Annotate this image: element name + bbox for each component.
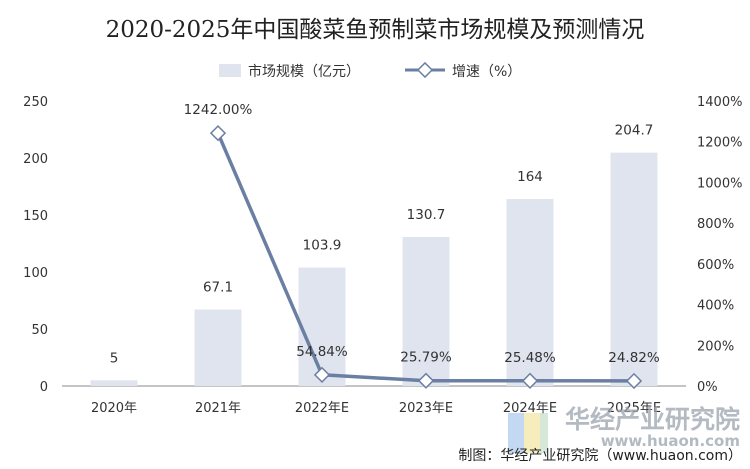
legend-line-marker — [416, 61, 434, 79]
growth-marker — [521, 372, 539, 389]
growth-value-label: 24.82% — [608, 350, 660, 366]
y-left-tick-label: 200 — [23, 152, 48, 167]
bar — [610, 152, 658, 386]
y-right-tick-label: 1000% — [697, 176, 742, 191]
bar-series — [90, 152, 658, 386]
growth-labels: 1242.00% 54.84% 25.79% 25.48% 24.82% — [184, 102, 660, 366]
y-left-tick-label: 0 — [40, 380, 48, 395]
y-axis-right: 0% 200% 400% 600% 800% 1000% 1200% 1400% — [697, 95, 742, 395]
x-tick-label: 2024年E — [503, 401, 557, 416]
growth-value-label: 54.84% — [296, 344, 348, 360]
growth-marker — [209, 125, 227, 142]
watermark-url: www.huaon.com — [601, 432, 740, 450]
x-tick-label: 2020年 — [91, 401, 137, 416]
bar-value-label: 103.9 — [303, 238, 342, 254]
watermark-logo — [508, 413, 548, 453]
y-left-tick-label: 50 — [31, 323, 48, 338]
bar-value-label: 5 — [110, 350, 119, 366]
bar-value-label: 164 — [517, 169, 543, 185]
growth-value-label: 1242.00% — [184, 102, 253, 118]
legend-bar-swatch — [219, 64, 241, 77]
y-left-tick-label: 250 — [23, 95, 48, 110]
growth-marker — [625, 372, 643, 390]
growth-marker — [313, 366, 331, 383]
y-right-tick-label: 0% — [697, 380, 718, 395]
bar — [298, 267, 346, 386]
x-axis: 2020年 2021年 2022年E 2023年E 2024年E 2025年E — [91, 401, 661, 416]
legend-bar-label: 市场规模（亿元） — [248, 63, 360, 80]
legend: 市场规模（亿元） 增速（%） — [219, 61, 521, 80]
bar — [90, 380, 138, 386]
y-right-tick-label: 200% — [697, 339, 734, 354]
bar — [194, 309, 242, 386]
bar-labels: 5 67.1 103.9 130.7 164 204.7 — [110, 123, 654, 367]
y-right-tick-label: 400% — [697, 299, 734, 314]
y-left-tick-label: 100 — [23, 266, 48, 281]
bar — [402, 237, 450, 386]
growth-markers — [209, 125, 643, 390]
growth-marker — [417, 372, 435, 389]
bar-value-label: 204.7 — [615, 123, 654, 139]
x-tick-label: 2025年E — [607, 401, 661, 416]
y-right-tick-label: 1400% — [697, 95, 742, 110]
chart-title: 2020-2025年中国酸菜鱼预制菜市场规模及预测情况 — [106, 17, 645, 43]
y-right-tick-label: 600% — [697, 258, 734, 273]
y-right-tick-label: 1200% — [697, 136, 742, 151]
y-left-tick-label: 150 — [23, 209, 48, 224]
y-axis-left: 0 50 100 150 200 250 — [23, 95, 48, 395]
x-tick-label: 2023年E — [399, 401, 453, 416]
watermark-name: 华经产业研究院 — [565, 405, 740, 434]
growth-value-label: 25.48% — [504, 350, 556, 366]
x-tick-label: 2022年E — [295, 401, 349, 416]
chart-credit: 制图：华经产业研究院（www.huaon.com） — [458, 448, 742, 464]
legend-line-label: 增速（%） — [452, 64, 521, 80]
bar-value-label: 67.1 — [203, 280, 233, 296]
y-right-tick-label: 800% — [697, 217, 734, 232]
growth-value-label: 25.79% — [400, 350, 452, 366]
x-tick-label: 2021年 — [195, 401, 241, 416]
bar — [506, 199, 554, 386]
bar-value-label: 130.7 — [407, 207, 446, 223]
